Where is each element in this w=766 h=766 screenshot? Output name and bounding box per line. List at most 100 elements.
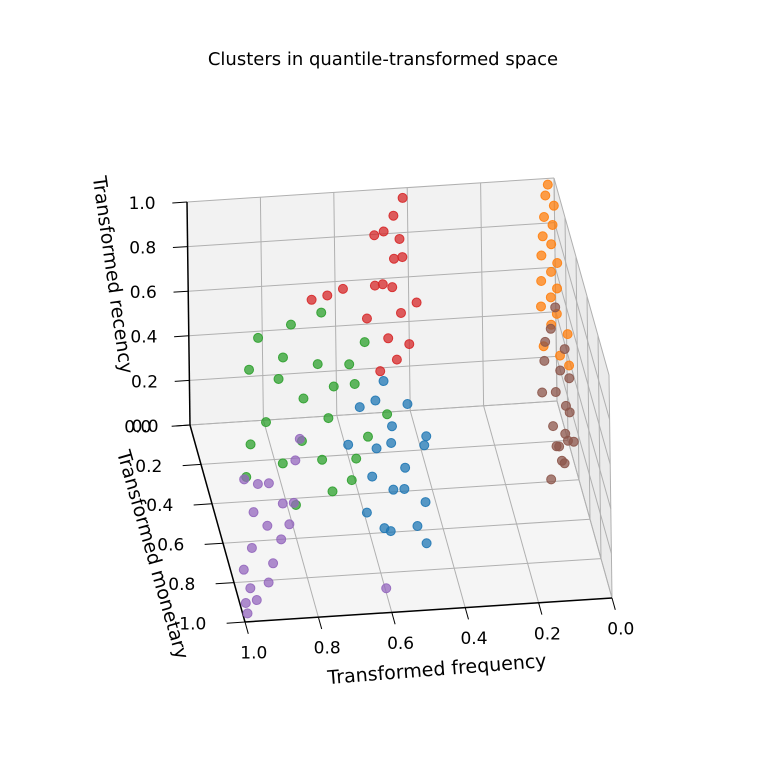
y-tick-label: 0.2 — [135, 457, 162, 477]
point — [552, 258, 563, 268]
tick-mark — [391, 612, 396, 625]
grid-line — [233, 558, 602, 584]
point — [349, 379, 360, 389]
point — [542, 179, 553, 190]
point — [284, 519, 295, 530]
x-tick-label: 1.0 — [240, 644, 267, 664]
tick-mark — [215, 582, 235, 585]
point — [312, 359, 323, 370]
point — [378, 226, 389, 237]
point — [317, 454, 328, 465]
point — [379, 523, 390, 534]
grid-line — [188, 311, 556, 337]
grid-line — [555, 356, 612, 554]
point — [412, 521, 423, 532]
chart-title: Clusters in quantile-transformed space — [208, 49, 558, 70]
tick-mark — [538, 602, 543, 615]
point — [388, 210, 399, 221]
point — [552, 283, 563, 294]
point — [397, 192, 408, 203]
point — [388, 484, 399, 495]
grid-line — [259, 197, 264, 421]
point — [550, 302, 561, 313]
tick-mark — [244, 621, 249, 634]
x-tick-label: 0.4 — [460, 629, 487, 649]
point — [556, 455, 567, 466]
y-axis-line — [189, 424, 246, 623]
point — [239, 474, 250, 485]
point — [351, 453, 362, 464]
point — [359, 337, 370, 348]
point — [327, 486, 338, 497]
point — [394, 233, 405, 244]
x-tick-label: 0.8 — [314, 639, 341, 659]
y-tick-label: 1.0 — [179, 614, 206, 634]
point — [551, 441, 562, 452]
grid-line — [333, 192, 338, 416]
x-axis-line — [244, 597, 613, 623]
point — [251, 595, 262, 606]
point — [261, 417, 271, 428]
point — [244, 364, 255, 375]
z-tick-label: 0.6 — [130, 283, 157, 303]
point — [238, 564, 249, 575]
point — [548, 421, 559, 432]
grid-line — [483, 405, 540, 603]
point — [252, 478, 263, 489]
grid-line — [406, 187, 411, 411]
point — [328, 381, 339, 392]
grid-line — [189, 400, 558, 426]
point — [404, 339, 415, 350]
point — [262, 520, 273, 531]
point — [343, 439, 354, 450]
tick-mark — [175, 424, 191, 427]
tick-mark — [174, 335, 189, 338]
point — [537, 231, 548, 242]
point — [240, 597, 251, 608]
point — [387, 421, 397, 432]
x-axis-title: Transformed frequency — [326, 650, 548, 689]
point — [354, 402, 365, 413]
y-tick-label: 0.6 — [157, 536, 184, 556]
point — [537, 387, 548, 398]
tick-mark — [464, 607, 469, 620]
point — [306, 294, 317, 305]
z-tick-label: 0.4 — [130, 328, 157, 348]
point — [369, 230, 380, 241]
point — [288, 497, 299, 508]
point — [367, 471, 378, 482]
point — [548, 200, 559, 211]
z-tick-label: 0.0 — [132, 417, 159, 437]
point — [383, 333, 394, 344]
grid-line — [480, 182, 485, 406]
grid-line — [554, 267, 611, 465]
point — [322, 290, 333, 301]
point — [263, 478, 274, 489]
point — [547, 219, 558, 230]
point — [375, 366, 386, 377]
point — [555, 365, 566, 376]
grid-line — [186, 177, 555, 203]
point — [382, 409, 393, 420]
point — [420, 497, 431, 508]
point — [294, 433, 305, 444]
back-pane — [187, 178, 557, 425]
point — [253, 332, 264, 343]
side-pane — [554, 178, 612, 598]
point — [371, 443, 382, 454]
point — [539, 355, 550, 366]
point — [377, 279, 388, 290]
tick-mark — [611, 597, 616, 610]
grid-line — [554, 222, 611, 420]
point — [378, 376, 389, 387]
point — [277, 498, 288, 509]
point — [568, 436, 579, 447]
point — [397, 252, 408, 263]
grid-line — [597, 335, 602, 559]
point — [560, 400, 571, 411]
x-tick-label: 0.6 — [387, 634, 414, 654]
point — [536, 250, 547, 261]
point — [536, 301, 546, 312]
y-tick-label: 0.8 — [168, 575, 195, 595]
point — [361, 313, 372, 324]
